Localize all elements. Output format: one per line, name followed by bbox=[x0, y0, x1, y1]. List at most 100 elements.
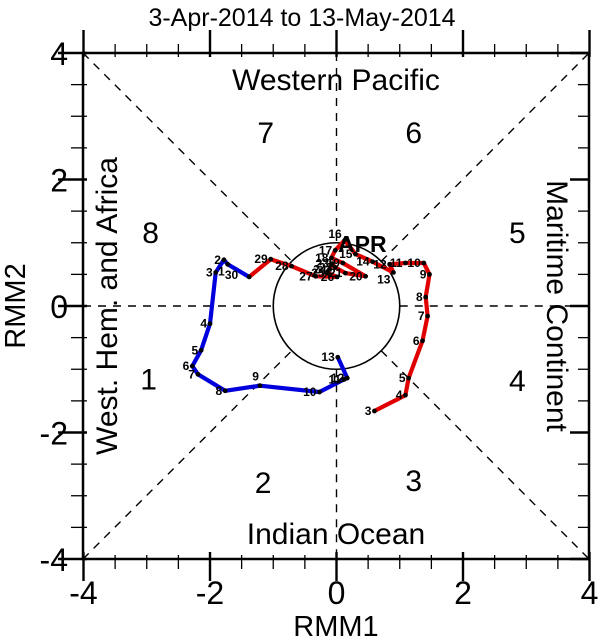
day-marker bbox=[334, 274, 340, 280]
day-label: 1 bbox=[218, 264, 225, 278]
day-marker bbox=[353, 251, 358, 257]
day-label: 5 bbox=[399, 371, 406, 385]
day-marker bbox=[332, 265, 338, 270]
day-label: 10 bbox=[303, 385, 317, 399]
day-marker bbox=[335, 354, 341, 360]
phase-number-7: 7 bbox=[257, 117, 274, 150]
x-axis-title: RMM1 bbox=[293, 611, 378, 640]
day-label: 13 bbox=[377, 272, 391, 286]
day-marker bbox=[423, 294, 429, 300]
day-marker bbox=[329, 255, 334, 261]
day-marker bbox=[222, 388, 228, 394]
day-marker bbox=[268, 256, 274, 262]
day-marker bbox=[257, 383, 263, 389]
month-label-apr: APR bbox=[338, 231, 387, 257]
dashed-guide-line bbox=[380, 350, 590, 560]
day-label: 11 bbox=[390, 256, 403, 270]
region-label-west-hem-africa: West. Hem. and Africa bbox=[91, 157, 124, 455]
may-trajectory bbox=[190, 257, 350, 395]
y-tick-label: 2 bbox=[50, 163, 68, 199]
day-label: 12 bbox=[373, 257, 387, 271]
phase-number-6: 6 bbox=[405, 117, 422, 150]
day-label: 7 bbox=[188, 367, 195, 381]
day-label: 11 bbox=[328, 372, 341, 386]
day-marker bbox=[387, 261, 393, 267]
day-label: 28 bbox=[275, 259, 289, 273]
day-marker bbox=[344, 375, 350, 381]
day-label: 2 bbox=[214, 253, 221, 267]
day-marker bbox=[195, 371, 201, 377]
phase-number-8: 8 bbox=[142, 217, 159, 250]
day-marker bbox=[189, 363, 195, 369]
day-marker bbox=[342, 237, 348, 243]
day-marker bbox=[425, 313, 430, 319]
day-label: 9 bbox=[420, 267, 427, 281]
day-marker bbox=[313, 273, 319, 279]
day-marker bbox=[332, 247, 338, 253]
day-label: 27 bbox=[299, 269, 313, 283]
day-label: 24 bbox=[313, 262, 327, 276]
day-marker bbox=[421, 260, 427, 266]
day-label: 9 bbox=[252, 370, 259, 384]
region-label-indian-ocean: Indian Ocean bbox=[247, 518, 425, 551]
phase-number-1: 1 bbox=[140, 364, 157, 397]
day-label: 10 bbox=[407, 256, 421, 270]
day-marker bbox=[342, 270, 348, 276]
x-tick-label: -2 bbox=[196, 575, 224, 611]
day-label: 30 bbox=[225, 268, 239, 282]
y-tick-label: -4 bbox=[40, 542, 68, 578]
day-marker bbox=[372, 408, 377, 414]
day-label: 26 bbox=[321, 270, 335, 284]
day-label: 23 bbox=[316, 257, 330, 271]
day-marker bbox=[246, 274, 252, 280]
day-label: 7 bbox=[418, 309, 425, 323]
day-label: 17 bbox=[319, 243, 333, 257]
x-tick-label: 2 bbox=[454, 575, 472, 611]
day-label: 12 bbox=[331, 371, 345, 385]
x-tick-label: 4 bbox=[581, 575, 599, 611]
y-tick-label: -2 bbox=[40, 416, 68, 452]
day-marker bbox=[403, 260, 408, 266]
phase-number-2: 2 bbox=[255, 467, 272, 500]
phase-number-3: 3 bbox=[405, 465, 422, 498]
day-label: 13 bbox=[321, 350, 335, 364]
day-label: 6 bbox=[183, 359, 190, 373]
region-label-western-pacific: Western Pacific bbox=[232, 64, 440, 97]
day-marker bbox=[213, 270, 219, 275]
phase-number-5: 5 bbox=[509, 217, 526, 250]
day-label: 3 bbox=[206, 265, 213, 279]
day-marker bbox=[406, 375, 412, 381]
april-trajectory bbox=[247, 238, 432, 414]
chart-title: 3-Apr-2014 to 13-May-2014 bbox=[148, 4, 455, 32]
day-label: 3 bbox=[365, 404, 372, 418]
day-label: 29 bbox=[254, 252, 268, 266]
day-marker bbox=[427, 271, 432, 277]
x-tick-label: 0 bbox=[328, 575, 346, 611]
unit-circle bbox=[272, 241, 401, 371]
dashed-guide-line bbox=[82, 52, 293, 262]
day-label: 20 bbox=[349, 269, 363, 283]
day-marker bbox=[317, 389, 322, 395]
day-marker bbox=[403, 392, 408, 398]
x-tick-label: -4 bbox=[69, 575, 97, 611]
day-marker bbox=[420, 338, 425, 344]
day-marker bbox=[329, 261, 335, 267]
region-label-maritime-continent: Maritime Continent bbox=[540, 180, 573, 432]
day-marker bbox=[198, 347, 204, 353]
day-label: 15 bbox=[339, 247, 353, 261]
day-label: 8 bbox=[416, 290, 423, 304]
phase-number-4: 4 bbox=[509, 365, 526, 398]
day-marker bbox=[340, 260, 346, 266]
day-marker bbox=[391, 270, 396, 275]
day-marker bbox=[207, 321, 213, 327]
day-label: 14 bbox=[356, 255, 370, 269]
day-marker bbox=[363, 273, 368, 279]
day-label: 5 bbox=[191, 343, 198, 357]
y-tick-label: 4 bbox=[50, 36, 68, 72]
day-marker bbox=[327, 266, 332, 272]
day-marker bbox=[289, 263, 294, 269]
day-label: 4 bbox=[396, 388, 403, 402]
